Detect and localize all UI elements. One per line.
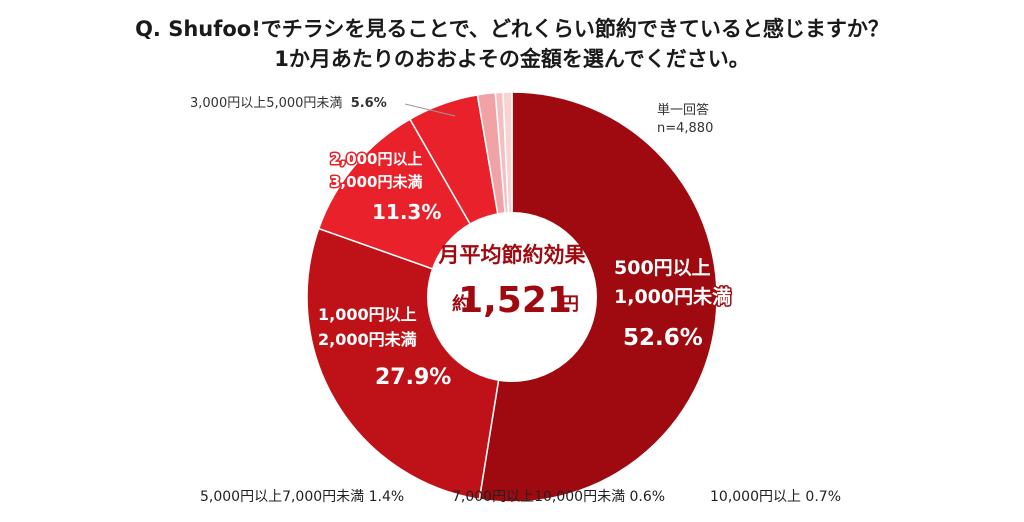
- leader-line-3000: [404, 103, 456, 117]
- slice-500-1000: [478, 91, 718, 503]
- center-prefix: 約: [452, 293, 470, 315]
- bottom-label-10000: 10,000円以上 0.7%: [710, 489, 842, 505]
- value-2000: 11.3%: [372, 200, 441, 224]
- label-3000-text: 3,000円以上5,000円未満: [190, 96, 343, 111]
- chart-title: Q. Shufoo!でチラシを見ることで、どれくらい節約できていると感じますか？…: [0, 14, 1024, 74]
- bottom-label-7000: 7,000円以上10,000円未満 0.6%: [452, 489, 666, 505]
- center-label: 月平均節約効果: [438, 243, 586, 267]
- bottom-label-5000: 5,000円以上7,000円未満 1.4%: [200, 489, 405, 505]
- label-500-line1: 500円以上: [614, 257, 711, 279]
- center-unit: 円: [561, 294, 579, 315]
- sample-size: n=4,880: [657, 121, 714, 136]
- center-value: 1,521: [458, 280, 572, 321]
- label-1000-line1: 1,000円以上: [318, 305, 417, 324]
- answer-type: 単一回答: [657, 103, 710, 118]
- label-1000-line2: 2,000円未満: [318, 330, 417, 349]
- label-2000-line2: 3,000円未満: [330, 173, 422, 191]
- slices-group: [306, 91, 718, 503]
- donut-hole: [427, 212, 597, 382]
- title-line-1: Q. Shufoo!でチラシを見ることで、どれくらい節約できていると感じますか？: [135, 17, 889, 41]
- title-line-2: 1か月あたりのおおよその金額を選んでください。: [274, 47, 750, 71]
- value-1000: 27.9%: [375, 365, 451, 390]
- value-500: 52.6%: [623, 325, 703, 351]
- value-3000: 5.6%: [350, 96, 387, 111]
- label-2000-line1: 2,000円以上: [330, 150, 422, 168]
- label-3000: 3,000円以上5,000円未満 5.6%: [190, 96, 387, 112]
- label-500-line2: 1,000円未満: [614, 285, 731, 308]
